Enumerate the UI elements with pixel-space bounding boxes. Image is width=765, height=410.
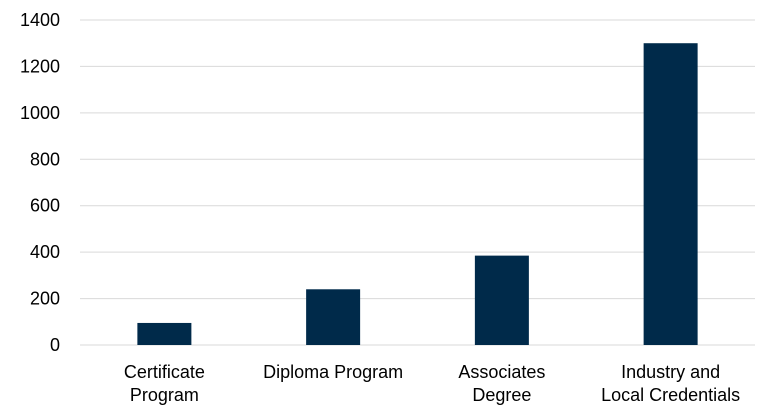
bar — [474, 255, 529, 345]
y-tick-label: 800 — [30, 149, 60, 169]
x-category-label-line: Certificate — [124, 362, 205, 382]
x-category-label-line: Program — [130, 385, 199, 405]
bar — [306, 289, 361, 345]
x-category-label-line: Degree — [472, 385, 531, 405]
x-category-label: Industry and Local Credentials — [601, 362, 740, 405]
gridlines — [80, 19, 755, 346]
y-tick-label: 0 — [50, 335, 60, 355]
y-tick-label: 400 — [30, 242, 60, 262]
y-axis-tick-labels: 0 200 400 600 800 1000 1200 1400 — [20, 10, 60, 355]
bar — [137, 322, 192, 345]
y-tick-label: 200 — [30, 289, 60, 309]
y-tick-label: 1000 — [20, 103, 60, 123]
y-tick-label: 600 — [30, 196, 60, 216]
bar — [643, 43, 698, 345]
x-category-label-line: Diploma Program — [263, 362, 403, 382]
bars — [137, 43, 698, 345]
x-axis-category-labels: Certificate Program Diploma Program Associa… — [124, 362, 740, 405]
x-category-label-line: Local Credentials — [601, 385, 740, 405]
x-category-label: Associates Degree — [458, 362, 545, 405]
y-tick-label: 1200 — [20, 56, 60, 76]
x-category-label: Diploma Program — [263, 362, 403, 382]
y-tick-label: 1400 — [20, 10, 60, 30]
x-category-label: Certificate Program — [124, 362, 205, 405]
x-category-label-line: Associates — [458, 362, 545, 382]
x-category-label-line: Industry and — [621, 362, 720, 382]
